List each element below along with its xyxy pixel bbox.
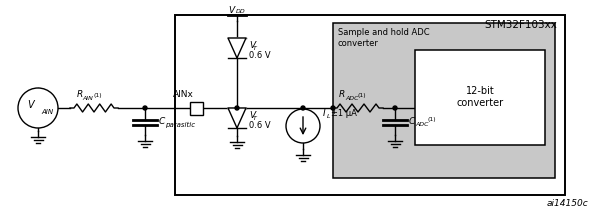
Text: DD: DD xyxy=(236,9,246,14)
Text: AINx: AINx xyxy=(173,90,193,99)
Text: 0.6 V: 0.6 V xyxy=(249,121,270,131)
Text: T: T xyxy=(253,115,257,121)
Circle shape xyxy=(18,88,58,128)
Text: T: T xyxy=(253,46,257,50)
Text: (1): (1) xyxy=(94,93,103,98)
Text: V: V xyxy=(249,111,255,119)
Text: parasitic: parasitic xyxy=(165,122,195,128)
Text: 12-bit: 12-bit xyxy=(466,86,495,96)
Text: V: V xyxy=(249,40,255,49)
Text: Sample and hold ADC: Sample and hold ADC xyxy=(338,28,429,37)
Text: C: C xyxy=(409,118,415,127)
Text: (1): (1) xyxy=(427,118,436,122)
Text: AIN: AIN xyxy=(41,109,53,115)
Bar xyxy=(190,102,203,115)
Text: STM32F103xx: STM32F103xx xyxy=(484,20,557,30)
Text: V: V xyxy=(228,6,234,15)
Text: (1): (1) xyxy=(357,93,366,98)
Circle shape xyxy=(235,106,239,110)
Bar xyxy=(333,23,555,178)
Text: AIN: AIN xyxy=(82,96,93,101)
Text: converter: converter xyxy=(457,98,503,108)
Text: R: R xyxy=(77,90,83,99)
Circle shape xyxy=(331,106,335,110)
Text: ai14150c: ai14150c xyxy=(546,199,588,208)
Text: I: I xyxy=(323,108,326,118)
Text: ±1 μA: ±1 μA xyxy=(331,108,357,118)
Bar xyxy=(415,50,545,145)
Text: R: R xyxy=(339,90,345,99)
Polygon shape xyxy=(228,108,246,128)
Text: V: V xyxy=(27,100,34,110)
Bar xyxy=(175,15,565,195)
Text: ADC: ADC xyxy=(345,96,359,101)
Text: C: C xyxy=(159,118,165,127)
Circle shape xyxy=(286,109,320,143)
Text: L: L xyxy=(327,114,330,118)
Circle shape xyxy=(301,106,305,110)
Polygon shape xyxy=(228,38,246,58)
Circle shape xyxy=(143,106,147,110)
Circle shape xyxy=(393,106,397,110)
Text: ADC: ADC xyxy=(415,122,429,128)
Text: 0.6 V: 0.6 V xyxy=(249,52,270,60)
Text: converter: converter xyxy=(338,39,379,48)
